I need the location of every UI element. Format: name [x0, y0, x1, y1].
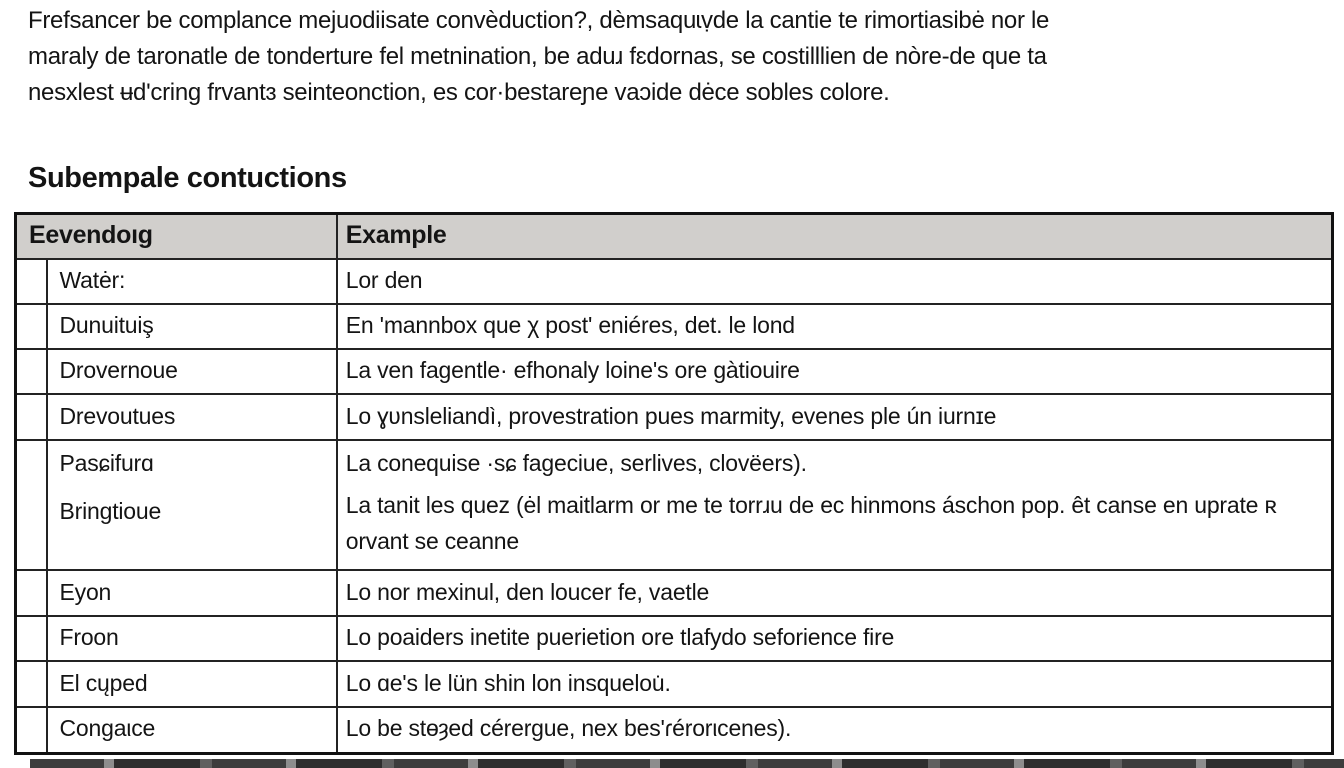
table-row: Drevoutues Lo ɣʋnsleliandì, provestratio… [14, 393, 1334, 441]
term-cell: Drovernoue [45, 348, 338, 395]
term-cell: Froon [45, 615, 338, 662]
term-cell: Dunuituiş [45, 303, 338, 350]
term-line-1: Pasɕifurɑ [59, 450, 154, 476]
intro-paragraph: Frefsancer be complance mejuodiisate con… [28, 3, 1328, 111]
table-header-row: Eevendoıg Example [14, 212, 1334, 260]
table-row: Froon Lo poaiders inetite puerietion ore… [14, 615, 1334, 662]
term-cell: Pasɕifurɑ Bringtioue [45, 439, 338, 571]
term-cell: El cųped [45, 660, 338, 708]
intro-line-1: Frefsancer be complance mejuodiisate con… [28, 7, 1050, 34]
gutter-cell [14, 615, 48, 662]
term-cell: Watėr: [45, 258, 338, 305]
term-cell: Eyon [45, 569, 338, 617]
table-row: Dunuituiş En 'mannbox que χ post' eniére… [14, 303, 1334, 350]
intro-line-3: nesxlest ʉd'cring frvantɜ seinteonction,… [28, 79, 890, 106]
example-line-2: La tanit les quez (ėl maitlarm or me te … [345, 492, 1277, 554]
example-line-1: La conequise ·sɕ fageciue, serlives, clo… [345, 450, 807, 476]
table-row: Watėr: Lor den [14, 258, 1334, 305]
table-row: Eyon Lo nor mexinul, den loucer fe, vaet… [14, 569, 1334, 617]
example-cell: Lo ɣʋnsleliandì, provestration pues marm… [335, 393, 1334, 441]
gutter-cell [14, 258, 48, 305]
gutter-cell [14, 660, 48, 708]
intro-line-2: maraly de taronatle de tonderture fel me… [28, 43, 1047, 70]
gutter-cell [14, 706, 48, 754]
gutter-cell [14, 303, 48, 350]
table-row: Pasɕifurɑ Bringtioue La conequise ·sɕ fa… [14, 439, 1334, 571]
cropped-next-row-band [30, 759, 1344, 768]
column-header-example: Example [335, 212, 1334, 260]
term-cell: Drevoutues [45, 393, 338, 441]
example-cell: Lor den [335, 258, 1334, 305]
example-cell: En 'mannbox que χ post' eniéres, det. le… [335, 303, 1334, 350]
example-cell: Lo ɑe's le lün shin lon insquelou̇. [335, 660, 1334, 708]
contuctions-table: Eevendoıg Example Watėr: Lor den Dunuitu… [14, 212, 1334, 755]
gutter-cell [14, 348, 48, 395]
gutter-cell [14, 439, 48, 571]
example-cell: Lo nor mexinul, den loucer fe, vaetle [335, 569, 1334, 617]
table-row: Congaιce Lo be stɵȝed cérergue, nex bes'… [14, 706, 1334, 754]
gutter-cell [14, 393, 48, 441]
example-cell: La conequise ·sɕ fageciue, serlives, clo… [335, 439, 1334, 571]
term-cell: Congaιce [45, 706, 338, 754]
example-cell: La ven fagentle· efhonaly loine's ore gà… [335, 348, 1334, 395]
gutter-cell [14, 569, 48, 617]
column-header-term: Eevendoıg [14, 212, 338, 260]
table-row: Drovernoue La ven fagentle· efhonaly loi… [14, 348, 1334, 395]
example-cell: Lo poaiders inetite puerietion ore tlafy… [335, 615, 1334, 662]
section-heading: Subempale contuctions [28, 162, 347, 195]
example-cell: Lo be stɵȝed cérergue, nex bes'ɾérorιcen… [335, 706, 1334, 754]
table-row: El cųped Lo ɑe's le lün shin lon insquel… [14, 660, 1334, 708]
term-line-2: Bringtioue [59, 498, 162, 524]
